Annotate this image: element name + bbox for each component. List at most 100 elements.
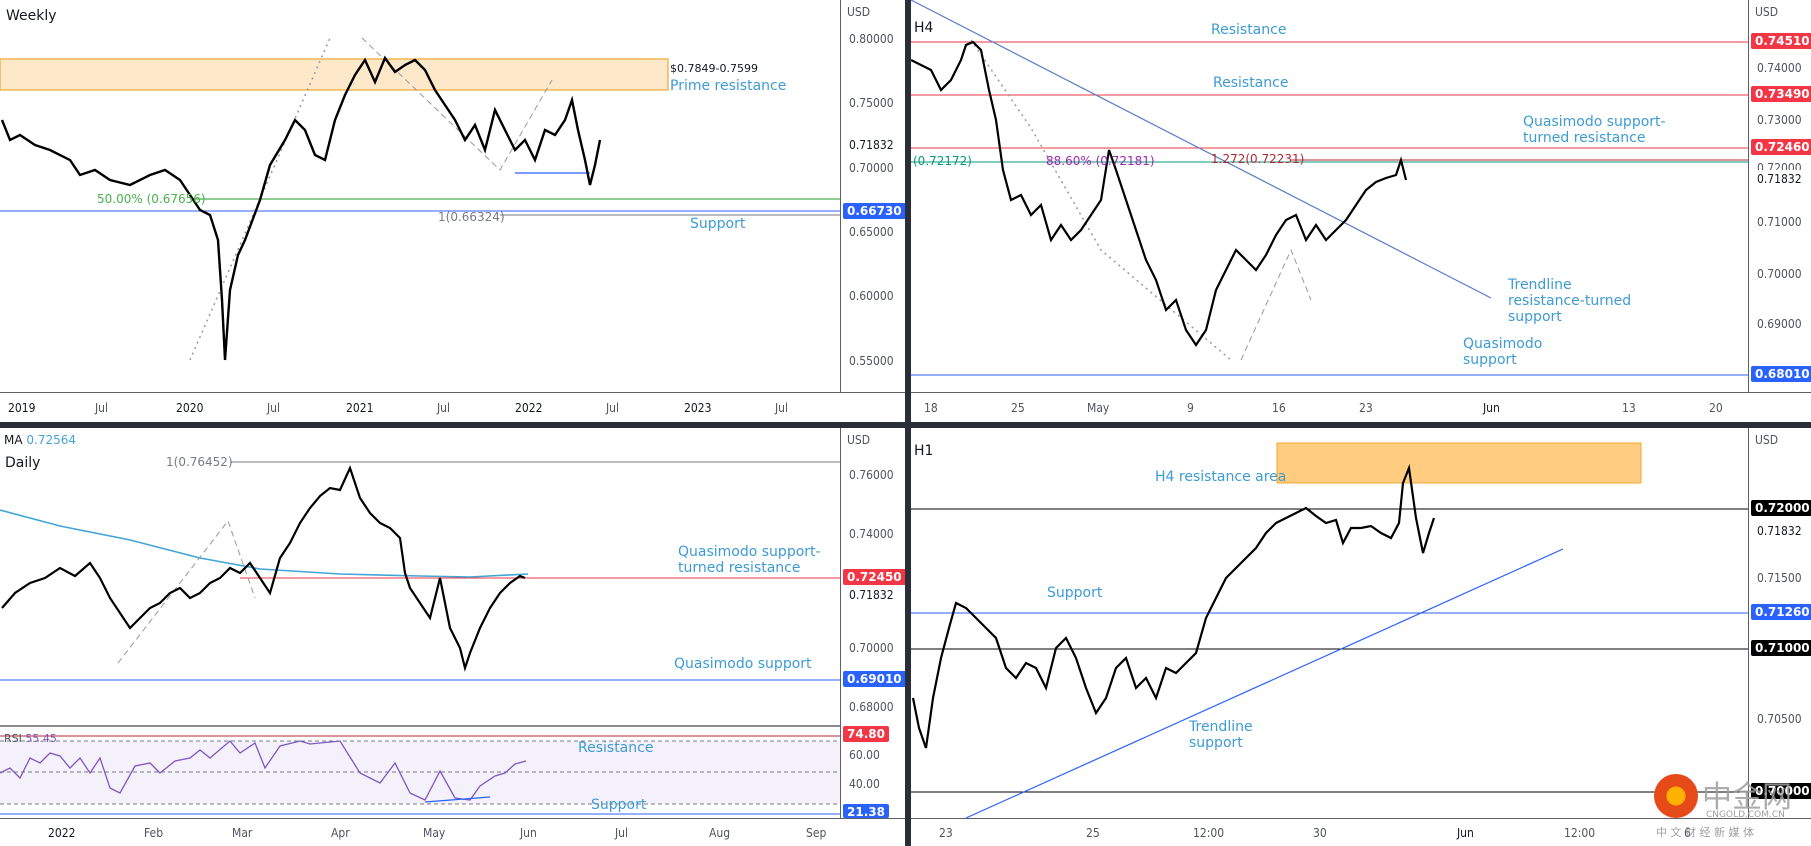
h4-chart-canvas[interactable] bbox=[911, 0, 1811, 422]
time-tick: 12:00 bbox=[1193, 826, 1225, 840]
time-tick: Jul bbox=[615, 826, 629, 840]
qm-resistance-label: Quasimodo support- turned resistance bbox=[1523, 114, 1666, 146]
time-tick: Jun bbox=[1457, 826, 1474, 840]
time-tick: Apr bbox=[331, 826, 350, 840]
label-line: Trendline bbox=[1189, 719, 1253, 735]
ma-value: 0.72564 bbox=[26, 433, 77, 447]
price-tick: 0.70000 bbox=[1757, 267, 1802, 281]
price-tick: 0.70000 bbox=[849, 641, 894, 655]
h4-resistance-area-label: H4 resistance area bbox=[1155, 469, 1287, 485]
time-tick: 2019 bbox=[8, 401, 36, 415]
currency-label: USD bbox=[1755, 5, 1779, 19]
time-tick: Jul bbox=[775, 401, 789, 415]
current-price-label: 0.71832 bbox=[849, 588, 894, 602]
support-badge: 0.71260 bbox=[1751, 604, 1811, 620]
daily-chart-panel[interactable]: MA 0.72564 Daily 1(0.76452) Quasimodo su… bbox=[0, 428, 905, 846]
rsi-name: RSI bbox=[4, 732, 22, 745]
time-tick: Aug bbox=[709, 826, 731, 840]
label-line: support bbox=[1189, 735, 1243, 751]
daily-price-axis[interactable]: USD 0.76000 0.74000 0.72450 0.71832 0.70… bbox=[840, 428, 905, 818]
price-tick: 0.74000 bbox=[1757, 61, 1802, 75]
weekly-chart-panel[interactable]: Weekly $0.7849-0.7599 Prime resistance 5… bbox=[0, 0, 905, 422]
time-tick: 30 bbox=[1313, 826, 1327, 840]
resistance-badge: 0.72460 bbox=[1751, 139, 1811, 155]
horizontal-panel-divider[interactable] bbox=[0, 422, 1811, 428]
support-label: Support bbox=[1047, 585, 1103, 601]
fib-50-label: 50.00% (0.67656) bbox=[97, 192, 206, 206]
time-tick: Sep bbox=[806, 826, 827, 840]
time-tick: May bbox=[423, 826, 446, 840]
price-tick: 0.55000 bbox=[849, 354, 894, 368]
qm-resistance-label: Quasimodo support- turned resistance bbox=[678, 544, 821, 576]
time-tick: Jun bbox=[1483, 401, 1500, 415]
rsi-support-label: Support bbox=[591, 797, 647, 813]
prime-resistance-label: Prime resistance bbox=[670, 78, 787, 94]
rsi-value: 55.45 bbox=[25, 732, 57, 745]
cngold-watermark: 中金网 CNGOLD.COM.CN 中 文 财 经 新 媒 体 bbox=[1652, 770, 1802, 840]
time-tick: Jul bbox=[267, 401, 281, 415]
qm-support-label: Quasimodo support bbox=[674, 656, 812, 672]
h1-time-axis[interactable]: 23 25 12:00 30 Jun 12:00 6 bbox=[911, 818, 1811, 846]
watermark-domain: CNGOLD.COM.CN bbox=[1706, 810, 1785, 820]
time-tick: 6 bbox=[1684, 826, 1691, 840]
current-price-label: 0.71832 bbox=[849, 138, 894, 152]
price-tick: 0.69000 bbox=[1757, 317, 1802, 331]
support-label: Support bbox=[690, 216, 746, 232]
h1-chart-panel[interactable]: H1 H4 resistance area Support Trendline … bbox=[911, 428, 1811, 846]
time-tick: 20 bbox=[1709, 401, 1723, 415]
time-tick: 2023 bbox=[684, 401, 712, 415]
time-tick: Jul bbox=[95, 401, 109, 415]
daily-chart-canvas[interactable] bbox=[0, 428, 905, 846]
price-tick: 0.70000 bbox=[849, 161, 894, 175]
price-tick: 0.73000 bbox=[1757, 113, 1802, 127]
ab-cd-extension-label: 1(0.66324) bbox=[438, 210, 505, 224]
watermark-tagline: 中 文 财 经 新 媒 体 bbox=[1656, 826, 1754, 839]
rsi-indicator-label[interactable]: RSI 55.45 bbox=[4, 732, 57, 745]
time-tick: 23 bbox=[939, 826, 953, 840]
round-number-badge: 0.71000 bbox=[1751, 640, 1811, 656]
trendline-support-label: Trendline support bbox=[1189, 719, 1253, 751]
rsi-tick: 60.00 bbox=[849, 748, 880, 762]
time-tick: 2022 bbox=[515, 401, 543, 415]
currency-label: USD bbox=[847, 433, 871, 447]
current-price-label: 0.71832 bbox=[1757, 524, 1802, 538]
weekly-price-axis[interactable]: USD 0.80000 0.75000 0.71832 0.70000 0.66… bbox=[840, 0, 905, 392]
round-number-badge: 0.72000 bbox=[1751, 500, 1811, 516]
daily-time-axis[interactable]: 2022 Feb Mar Apr May Jun Jul Aug Sep bbox=[0, 818, 905, 846]
time-tick: Jun bbox=[520, 826, 537, 840]
h4-price-axis[interactable]: USD 0.74510 0.74000 0.73490 0.73000 0.72… bbox=[1748, 0, 1811, 392]
cngold-logo-icon bbox=[1654, 774, 1698, 818]
time-tick: 25 bbox=[1011, 401, 1025, 415]
weekly-time-axis[interactable]: 2019 Jul 2020 Jul 2021 Jul 2022 Jul 2023… bbox=[0, 392, 905, 422]
time-tick: Jul bbox=[606, 401, 620, 415]
ext-label: 1(0.76452) bbox=[166, 455, 233, 469]
fib-1272-label: 1.272(0.72231) bbox=[1211, 152, 1305, 166]
time-tick: 13 bbox=[1622, 401, 1636, 415]
label-line: support bbox=[1508, 309, 1562, 325]
rsi-high-badge: 74.80 bbox=[843, 726, 889, 742]
currency-label: USD bbox=[847, 5, 871, 19]
rsi-low-badge: 21.38 bbox=[843, 804, 889, 818]
weekly-chart-canvas[interactable] bbox=[0, 0, 905, 422]
price-tick: 0.74000 bbox=[849, 527, 894, 541]
h4-time-axis[interactable]: 18 25 May 9 16 23 Jun 13 20 bbox=[911, 392, 1811, 422]
price-tick: 0.71500 bbox=[1757, 571, 1802, 585]
timeframe-label: Weekly bbox=[6, 8, 57, 24]
price-tick: 0.75000 bbox=[849, 96, 894, 110]
timeframe-label: Daily bbox=[5, 455, 41, 471]
time-tick: 18 bbox=[924, 401, 938, 415]
h1-chart-canvas[interactable] bbox=[911, 428, 1811, 846]
time-tick: 2022 bbox=[48, 826, 76, 840]
time-tick: 16 bbox=[1272, 401, 1286, 415]
watermark-brand: 中金网 bbox=[1702, 780, 1792, 815]
price-tick: 0.70500 bbox=[1757, 712, 1802, 726]
h4-chart-panel[interactable]: H4 Resistance Resistance Quasimodo suppo… bbox=[911, 0, 1811, 422]
trendline-label: Trendline resistance-turned support bbox=[1508, 277, 1631, 325]
ma-indicator-label[interactable]: MA 0.72564 bbox=[4, 433, 76, 447]
support-badge: 0.69010 bbox=[843, 671, 905, 687]
time-tick: 2020 bbox=[176, 401, 204, 415]
h1-price-axis[interactable]: USD 0.72000 0.71832 0.71500 0.71260 0.71… bbox=[1748, 428, 1811, 818]
zone-range-label: $0.7849-0.7599 bbox=[670, 62, 758, 75]
time-tick: Mar bbox=[232, 826, 253, 840]
label-line: Quasimodo support- bbox=[1523, 114, 1666, 130]
